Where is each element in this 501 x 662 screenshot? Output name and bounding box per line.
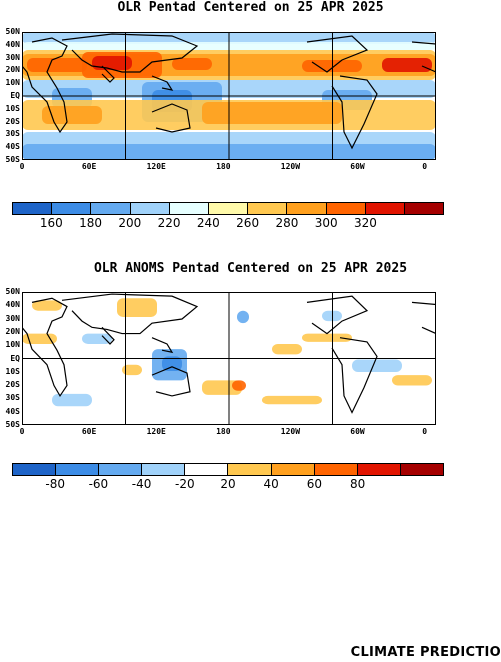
anom-lat-label: 10S [5, 366, 20, 376]
olr-colorbar-label: 220 [157, 216, 181, 230]
anom-colorbar-label: 60 [306, 477, 323, 491]
olr-colorbar-label: 280 [275, 216, 299, 230]
olr-colorbar-label: 200 [118, 216, 142, 230]
anom-colorbar-label: -60 [88, 477, 109, 491]
anom-colorbar-segment [56, 464, 100, 475]
anom-colorbar-label: -20 [174, 477, 195, 491]
olr-lon-label: 120W [280, 162, 301, 171]
olr-lon-label: 60E [81, 162, 97, 171]
anom-colorbar-segment [13, 464, 57, 475]
olr-lat-label: 40N [5, 39, 20, 49]
olr-colorbar-segment [287, 203, 327, 214]
olr-colorbar-segment [326, 203, 366, 214]
anom-lat-label: 40S [5, 406, 20, 416]
anom-lon-label: 0 [19, 427, 25, 436]
anom-lat-label: 30S [5, 393, 20, 403]
coastlines [22, 293, 436, 414]
anom-colorbar-segment [185, 464, 229, 475]
olr-lat-label: EQ [10, 91, 20, 100]
olr-lat-label: 20N [5, 65, 20, 75]
olr-colorbar [12, 202, 444, 215]
olr-anomaly-map [22, 292, 436, 425]
graticule [22, 32, 436, 160]
olr-colorbar-label: 240 [196, 216, 220, 230]
anom-lon-label: 120W [280, 427, 301, 436]
anom-lat-label: 40N [5, 300, 20, 310]
anom-colorbar-segment [400, 464, 443, 475]
olr-colorbar-segment [404, 203, 444, 214]
olr-colorbar-segment [130, 203, 170, 214]
anom-lon-label: 60W [350, 427, 365, 436]
anom-lon-label: 0 [422, 427, 428, 436]
anom-colorbar-segment [271, 464, 315, 475]
olr-colorbar-segment [208, 203, 249, 214]
olr-colorbar-label: 260 [236, 216, 260, 230]
olr-colorbar-segment [248, 203, 288, 214]
olr-lat-label: 30S [5, 129, 20, 139]
anom-colorbar-label: 40 [263, 477, 279, 491]
olr-lat-label: 10S [5, 103, 20, 113]
coastlines [22, 33, 436, 150]
olr-lon-label: 0 [422, 162, 428, 171]
olr-colorbar-segment [169, 203, 209, 214]
anom-colorbar-segment [314, 464, 358, 475]
olr-colorbar-segment [91, 203, 131, 214]
anom-lat-label: 20S [5, 380, 20, 390]
olr-lat-label: 40S [5, 142, 20, 152]
anomaly-colorbar [12, 463, 444, 476]
anom-colorbar-label: -80 [45, 477, 65, 491]
anom-colorbar-segment [357, 464, 401, 475]
olr-colorbar-segment [365, 203, 405, 214]
anom-lat-label: 50N [5, 287, 20, 296]
footer-credit: CLIMATE PREDICTIO [350, 645, 501, 660]
olr-anomaly-map-title: OLR ANOMS Pentad Centered on 25 APR 2025 [93, 261, 408, 276]
olr-colorbar-label: 300 [314, 216, 338, 230]
anom-colorbar-segment [228, 464, 272, 475]
graticule [22, 292, 436, 425]
anom-colorbar-label: -40 [131, 477, 152, 491]
olr-lon-label: 0 [19, 162, 25, 171]
anom-colorbar-segment [142, 464, 186, 475]
olr-colorbar-label: 160 [39, 216, 63, 230]
olr-lat-label: 50S [5, 155, 20, 164]
anom-lat-label: EQ [10, 353, 20, 363]
field-shading [22, 298, 432, 407]
olr-lat-label: 50N [5, 27, 20, 36]
anom-lat-label: 30N [5, 313, 20, 323]
olr-colorbar-segment [13, 203, 53, 214]
anom-colorbar-label: 80 [349, 477, 366, 491]
olr-total-map [22, 32, 436, 160]
olr-lat-label: 10N [5, 78, 20, 88]
olr-lat-label: 20S [5, 116, 20, 126]
anom-colorbar-segment [99, 464, 143, 475]
anom-lon-label: 60E [81, 427, 97, 436]
anom-lon-label: 120E [146, 427, 166, 436]
olr-lat-label: 30N [5, 52, 20, 62]
olr-colorbar-segment [52, 203, 92, 214]
olr-lon-label: 60W [350, 162, 365, 171]
anom-lat-label: 10N [5, 340, 20, 350]
anom-colorbar-label: 20 [220, 477, 236, 491]
olr-colorbar-label: 320 [354, 216, 377, 230]
anom-lon-label: 180 [216, 427, 231, 436]
anom-lat-label: 50S [5, 420, 20, 429]
olr-map-title: OLR Pentad Centered on 25 APR 2025 [117, 0, 384, 15]
olr-colorbar-label: 180 [79, 216, 102, 230]
olr-lon-label: 120E [146, 162, 166, 171]
anom-lat-label: 20N [5, 326, 20, 336]
olr-lon-label: 180 [216, 162, 231, 171]
